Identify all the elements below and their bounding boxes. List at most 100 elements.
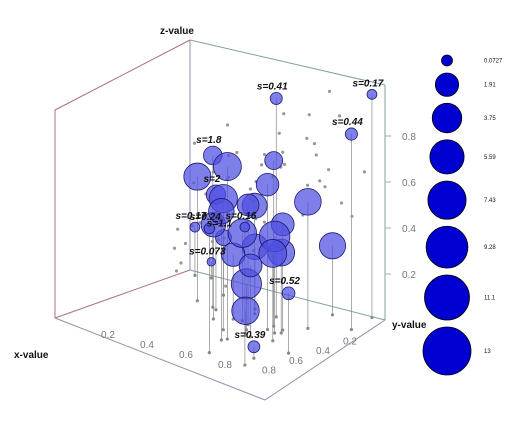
drop-line-foot [252,356,256,360]
drop-line-foot [279,331,283,335]
drop-line-foot [221,328,225,332]
bubble [206,257,216,267]
legend-label: 13 [484,349,491,355]
drop-line-foot [274,315,278,319]
scatter-point [225,123,230,127]
box-edge-x-floor-back [54,269,191,319]
legend-label: 7.43 [484,198,496,204]
bubble [281,286,296,301]
z-tick-label: 0.2 [402,270,416,281]
scatter-point [224,284,228,288]
drop-line-foot [370,315,374,320]
drop-line-foot [330,313,335,317]
drop-line-foot [193,273,197,277]
legend-bubble [441,54,453,67]
legend-label: 11.1 [484,296,496,302]
scatter-point [259,163,264,167]
scatter-point [318,179,322,183]
axis-titles: z-value x-value y-value [14,26,427,361]
bubble [212,152,242,182]
x-axis-title: x-value [14,350,49,361]
scatter-point [282,112,286,116]
drop-line-foot [349,327,353,332]
scatter-point [174,269,179,273]
legend-label: 1.91 [484,83,496,89]
scatter-point [307,113,311,117]
scatter-point [350,214,354,218]
legend-bubble [431,102,463,134]
box-edge-x-top [54,39,191,111]
scatter-point [198,221,202,225]
y-tick-label: 0.2 [101,330,115,341]
scatter-point [362,170,367,174]
drop-line-foot [286,351,291,355]
box-edge-y-front [264,319,386,401]
bubble [247,340,261,354]
bubble-label: s=0.16 [225,211,256,222]
bubble [294,188,322,216]
bubble-label: s=0.073 [189,247,226,258]
scatter-point [262,152,267,157]
bubble-label: s=0.41 [257,81,288,92]
drop-line-foot [214,308,218,312]
scatter-point [314,153,318,157]
z-tick-label: 0.4 [402,224,416,235]
axis-ticks: 0.2 0.4 0.6 0.8 0.2 0.4 0.6 0.8 0.2 0.4 0.6 0.8 [101,132,416,376]
scatter-point [176,227,180,231]
scatter-point [312,142,317,146]
scatter-point [282,162,287,166]
legend-bubble [424,274,470,321]
bubble [236,193,260,217]
bubble-label: s=0.44 [332,117,363,128]
bubble [264,151,284,170]
scatter-point [323,185,327,189]
legend-label: 0.0727 [484,58,503,64]
scatter-point [337,114,342,118]
drop-line-foot [211,305,215,309]
scatter-point [277,131,281,135]
scatter-point [327,89,332,93]
drop-line-foot [306,326,310,330]
x-tick-label: 0.6 [289,356,303,367]
bubble [231,296,260,325]
bubble-label: s=1.1 [207,219,233,230]
bubble [255,172,280,197]
legend-bubble [434,72,460,97]
scatter-point [262,220,266,224]
scatter-point [210,240,215,244]
drop-line-foot [271,339,275,343]
bubble [203,222,216,235]
drop-line-foot [211,317,215,321]
y-tick-label: 0.6 [179,350,193,361]
legend-bubble [422,326,472,376]
z-axis-title: z-value [160,26,194,37]
bubble-label: s=2 [203,174,220,185]
legend-bubble [429,139,465,175]
legend-label: 9.28 [484,245,496,251]
bubble [344,127,358,141]
bubble [318,232,347,260]
bubble-label: s=0.39 [234,330,265,341]
bubbles [183,89,378,354]
drop-line-foot [265,327,270,332]
scatter-point [248,187,253,191]
drop-line-foot [249,335,253,339]
scatter-point [281,150,285,154]
bubble-label: s=0.52 [269,276,300,287]
bubble-label: s=0.17 [353,78,384,89]
scatter-point [235,150,239,155]
z-tick-label: 0.8 [402,132,416,143]
drop-line-foot [209,276,213,280]
legend-bubble [425,225,469,269]
drop-line-foot [243,363,247,367]
legend-label: 5.59 [484,155,496,161]
scatter-point [183,241,188,246]
drop-line-foot [195,299,199,303]
drop-line-foot [225,337,229,341]
x-tick-label: 0.4 [316,346,330,357]
bubble [238,253,263,278]
box-edge-y-top [189,39,386,86]
bubble [183,162,212,191]
legend-bubble [427,180,467,220]
